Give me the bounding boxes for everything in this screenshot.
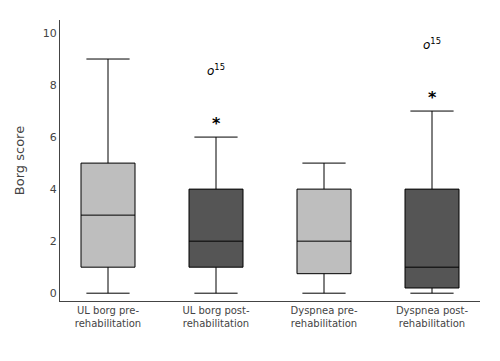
svg-text:o​15​: o​15​ bbox=[207, 62, 225, 78]
svg-text:0: 0 bbox=[50, 287, 57, 300]
svg-text:*: * bbox=[428, 88, 437, 107]
svg-text:UL borg pre-rehabilitation: UL borg pre-rehabilitation bbox=[75, 305, 141, 329]
svg-text:Dyspnea post-rehabilitation: Dyspnea post-rehabilitation bbox=[396, 305, 469, 329]
svg-text:8: 8 bbox=[50, 79, 57, 92]
svg-text:UL borg post-rehabilitation: UL borg post-rehabilitation bbox=[182, 305, 250, 329]
svg-text:o​15​: o​15​ bbox=[423, 36, 441, 52]
svg-text:4: 4 bbox=[50, 183, 57, 196]
svg-text:10: 10 bbox=[43, 27, 57, 40]
svg-text:Borg score: Borg score bbox=[12, 126, 27, 195]
svg-text:2: 2 bbox=[50, 235, 57, 248]
svg-text:Dyspnea pre-rehabilitation: Dyspnea pre-rehabilitation bbox=[291, 305, 358, 329]
svg-text:6: 6 bbox=[50, 131, 57, 144]
svg-text:*: * bbox=[212, 114, 221, 133]
